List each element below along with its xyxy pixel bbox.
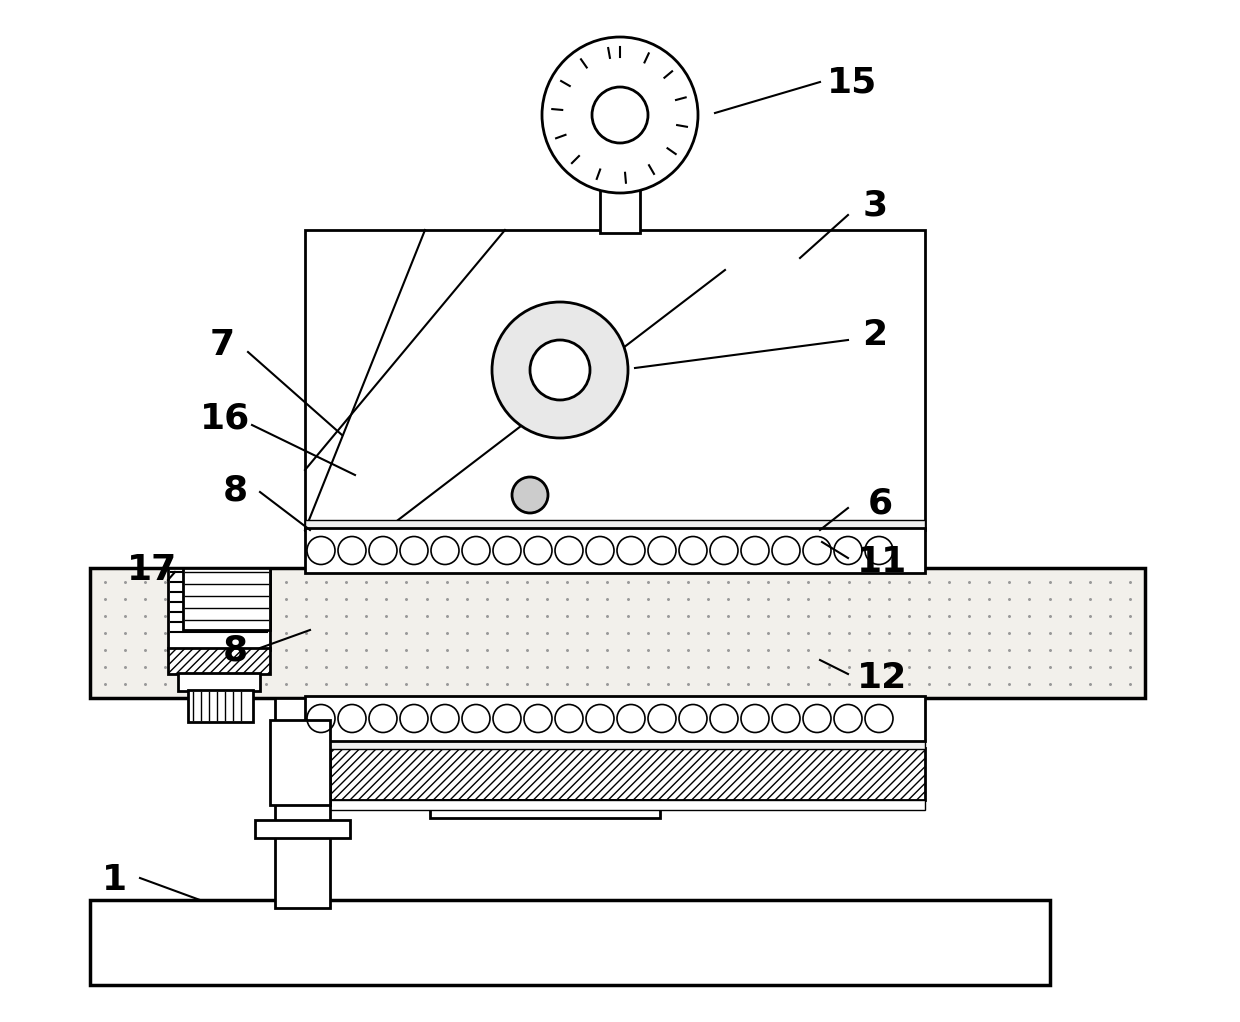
Bar <box>305 748 925 800</box>
Text: 17: 17 <box>126 553 177 587</box>
Bar <box>305 528 925 573</box>
Text: 15: 15 <box>827 65 877 99</box>
Bar <box>188 690 253 722</box>
Bar <box>91 568 1145 698</box>
Bar <box>305 800 925 810</box>
Bar <box>305 696 925 741</box>
Text: 8: 8 <box>222 633 248 667</box>
Bar <box>270 721 330 805</box>
Bar <box>184 568 270 630</box>
Bar <box>167 648 270 673</box>
Circle shape <box>512 477 548 513</box>
Text: 1: 1 <box>103 863 128 897</box>
Text: 12: 12 <box>857 661 908 695</box>
Text: 6: 6 <box>868 486 893 520</box>
Circle shape <box>529 340 590 400</box>
Bar <box>305 520 925 530</box>
Bar <box>430 800 660 818</box>
Bar <box>305 230 925 530</box>
Bar <box>600 188 640 233</box>
Bar <box>179 673 260 691</box>
Text: 2: 2 <box>863 318 888 352</box>
Circle shape <box>492 301 627 438</box>
Text: 3: 3 <box>863 188 888 222</box>
Circle shape <box>542 37 698 193</box>
Bar <box>255 820 350 838</box>
Bar <box>275 698 330 908</box>
Bar <box>305 739 925 749</box>
Text: 11: 11 <box>857 545 908 579</box>
Bar <box>167 568 270 650</box>
Bar <box>91 900 1050 985</box>
Circle shape <box>591 87 649 143</box>
Text: 8: 8 <box>222 473 248 507</box>
Text: 16: 16 <box>200 401 250 435</box>
Text: 7: 7 <box>210 328 234 362</box>
